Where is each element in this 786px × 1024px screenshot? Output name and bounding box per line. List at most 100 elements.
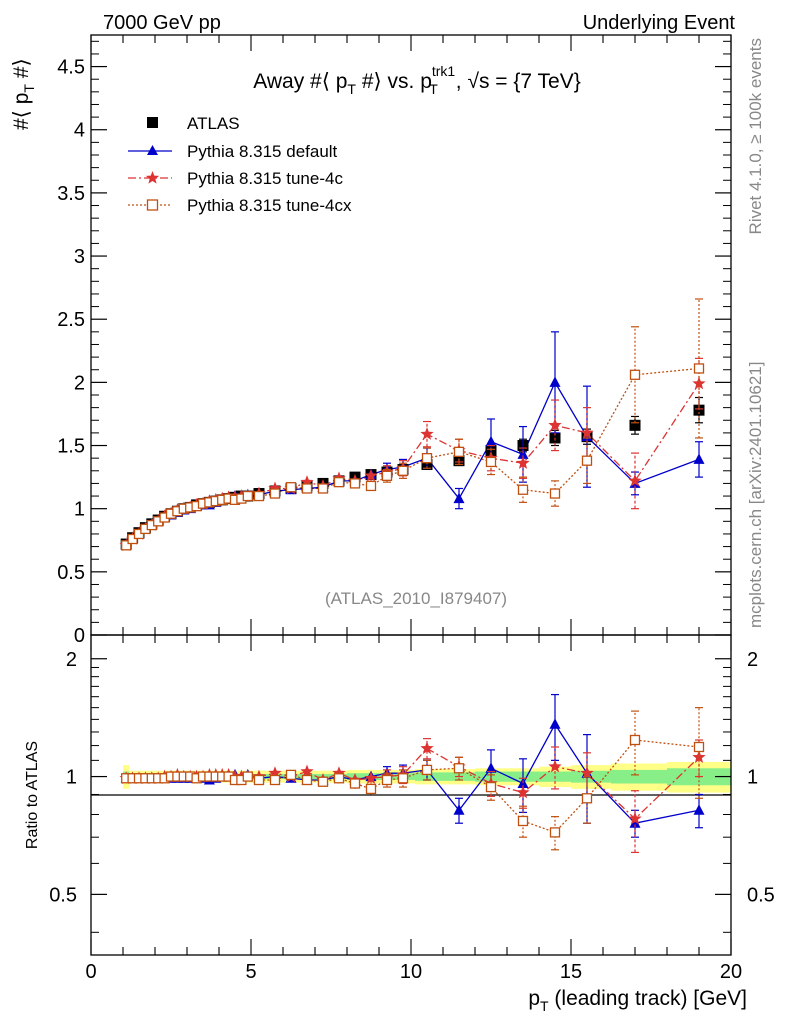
legend-label-tune4c: Pythia 8.315 tune-4c bbox=[187, 169, 343, 188]
marker-open-square-20 bbox=[253, 774, 265, 786]
main-ylabel: #⟨ pT #⟩ bbox=[10, 58, 37, 130]
xtick-label-0: 0 bbox=[85, 961, 96, 983]
marker-open-square-22 bbox=[285, 769, 297, 781]
series-pythia-8-315-tune-4cx bbox=[121, 707, 705, 851]
main-ytick-label-5: 2.5 bbox=[57, 309, 85, 331]
marker-open-square-37 bbox=[693, 741, 705, 753]
marker-open-square-31 bbox=[453, 446, 465, 457]
marker-open-square-23 bbox=[301, 483, 313, 494]
legend-marker-tune4cx bbox=[146, 199, 159, 211]
marker-star-36 bbox=[628, 811, 642, 825]
analysis-watermark: (ATLAS_2010_I879407) bbox=[325, 589, 507, 608]
main-ytick-label-1: 0.5 bbox=[57, 562, 85, 584]
marker-star-21 bbox=[268, 766, 282, 779]
marker-open-square-27 bbox=[365, 783, 377, 795]
marker-open-square-32 bbox=[485, 781, 497, 793]
marker-triangle-37 bbox=[693, 804, 705, 815]
ratio-axis-ticks: 0.5 0.51 12 20 5 10 15 20 bbox=[49, 649, 775, 983]
main-axis-ticks: 0 0.5 1 1.5 2 2.5 3 3.5 4 4.5 bbox=[57, 35, 732, 955]
marker-open-square-36 bbox=[629, 734, 641, 746]
marker-open-square-34 bbox=[549, 827, 561, 838]
ratio-ytick-label-right-0: 0.5 bbox=[747, 884, 775, 906]
marker-open-square-21 bbox=[269, 774, 281, 786]
marker-open-square-37 bbox=[693, 363, 705, 374]
marker-triangle-34 bbox=[549, 376, 561, 387]
marker-square-37 bbox=[693, 404, 705, 416]
marker-star-33 bbox=[516, 785, 530, 799]
marker-square-36 bbox=[629, 419, 641, 431]
marker-star-34 bbox=[548, 759, 562, 773]
marker-star-37 bbox=[692, 376, 706, 390]
marker-open-square-33 bbox=[517, 484, 529, 495]
marker-triangle-34 bbox=[549, 718, 561, 729]
ratio-ytick-label-2: 2 bbox=[66, 649, 77, 671]
marker-open-square-32 bbox=[485, 456, 497, 468]
marker-open-square-20 bbox=[253, 490, 265, 502]
marker-triangle-31 bbox=[453, 804, 465, 815]
marker-open-square-29 bbox=[397, 773, 409, 784]
marker-open-square-25 bbox=[333, 477, 345, 488]
marker-open-square-0 bbox=[121, 540, 132, 551]
xtick-label-4: 20 bbox=[720, 961, 742, 983]
main-line-pythia-8-315-tune-4c bbox=[125, 383, 700, 546]
main-ytick-label-0: 0 bbox=[74, 625, 85, 647]
ratio-ytick-label-right-2: 2 bbox=[747, 649, 758, 671]
marker-open-square-19 bbox=[242, 490, 253, 502]
main-line-pythia-8-315-default bbox=[125, 380, 700, 546]
legend-marker-tune4c bbox=[145, 171, 160, 184]
marker-open-square-21 bbox=[269, 488, 281, 499]
marker-open-square-31 bbox=[453, 763, 465, 774]
marker-star-23 bbox=[300, 764, 314, 778]
marker-open-square-30 bbox=[421, 764, 433, 776]
ratio-ylabel: Ratio to ATLAS bbox=[24, 741, 41, 849]
x-axis-label: pT (leading track) [GeV] bbox=[528, 987, 747, 1014]
marker-star-34 bbox=[548, 418, 562, 431]
main-ytick-label-4: 2 bbox=[74, 372, 85, 394]
header-left: 7000 GeV pp bbox=[103, 12, 221, 34]
marker-triangle-32 bbox=[485, 435, 497, 447]
header-right: Underlying Event bbox=[583, 12, 736, 34]
marker-star-23 bbox=[300, 475, 314, 488]
xtick-label-2: 10 bbox=[400, 961, 422, 983]
main-ytick-label-8: 4 bbox=[74, 120, 85, 142]
marker-open-square-34 bbox=[549, 488, 561, 499]
band-inner-36 bbox=[611, 769, 667, 784]
series-pythia-8-315-tune-4cx bbox=[121, 298, 705, 551]
legend: ATLAS Pythia 8.315 default Pythia 8.315 … bbox=[128, 114, 352, 215]
series-atlas bbox=[120, 396, 705, 550]
marker-triangle-36 bbox=[629, 817, 641, 828]
xtick-label-1: 5 bbox=[245, 961, 256, 983]
main-ytick-label-2: 1 bbox=[74, 499, 85, 521]
series-pythia-8-315-tune-4c bbox=[119, 357, 706, 551]
main-ytick-label-7: 3.5 bbox=[57, 183, 85, 205]
rivet-note: Rivet 4.1.0, ≥ 100k events bbox=[746, 38, 765, 234]
band-inner-30 bbox=[415, 772, 443, 781]
marker-triangle-37 bbox=[693, 453, 705, 464]
marker-triangle-32 bbox=[485, 762, 497, 773]
marker-open-square-28 bbox=[381, 470, 393, 481]
mcplots-note: mcplots.cern.ch [arXiv:2401.10621] bbox=[746, 362, 765, 628]
marker-open-square-26 bbox=[349, 778, 361, 789]
marker-open-square-35 bbox=[581, 455, 593, 466]
marker-star-30 bbox=[420, 427, 434, 440]
main-title: Away #⟨ pT #⟩ vs. ptrk1 T, √s = {7 TeV} bbox=[253, 63, 581, 97]
marker-star-25 bbox=[332, 766, 346, 779]
main-ytick-label-9: 4.5 bbox=[57, 57, 85, 79]
series-pythia-8-315-default bbox=[120, 331, 705, 550]
marker-open-square-22 bbox=[285, 482, 297, 493]
main-line-pythia-8-315-tune-4cx bbox=[125, 367, 700, 546]
legend-label-default: Pythia 8.315 default bbox=[187, 142, 338, 161]
marker-open-square-27 bbox=[365, 480, 377, 492]
main-ytick-label-3: 1.5 bbox=[57, 436, 85, 458]
marker-open-square-23 bbox=[301, 774, 313, 786]
marker-open-square-35 bbox=[581, 793, 593, 804]
xtick-label-3: 15 bbox=[560, 961, 582, 983]
marker-star-35 bbox=[580, 766, 594, 779]
main-plot-series bbox=[119, 298, 706, 551]
marker-open-square-36 bbox=[629, 369, 641, 380]
ratio-frame bbox=[90, 634, 732, 956]
marker-open-square-26 bbox=[349, 478, 361, 489]
marker-open-square-25 bbox=[333, 773, 345, 784]
legend-label-tune4cx: Pythia 8.315 tune-4cx bbox=[187, 196, 352, 215]
